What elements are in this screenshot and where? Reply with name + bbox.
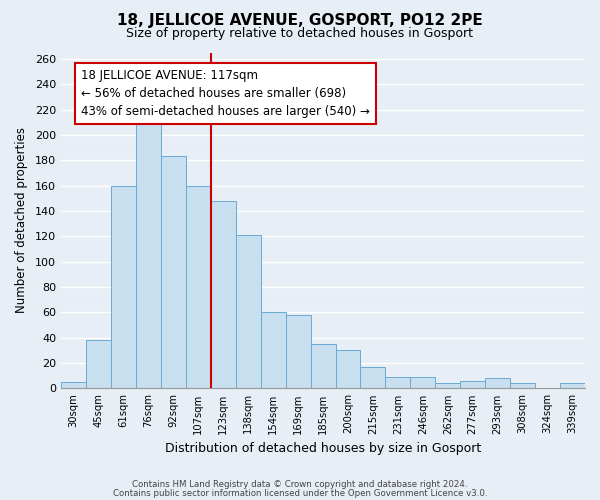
Bar: [186, 186, 211, 388]
Bar: [86, 340, 111, 388]
Bar: [136, 110, 161, 388]
Bar: [385, 377, 410, 388]
Bar: [436, 384, 460, 388]
Bar: [61, 382, 86, 388]
Bar: [361, 367, 385, 388]
Bar: [510, 384, 535, 388]
Bar: [111, 186, 136, 388]
Bar: [161, 156, 186, 388]
Text: Contains HM Land Registry data © Crown copyright and database right 2024.: Contains HM Land Registry data © Crown c…: [132, 480, 468, 489]
Text: Size of property relative to detached houses in Gosport: Size of property relative to detached ho…: [127, 28, 473, 40]
Bar: [260, 312, 286, 388]
Bar: [311, 344, 335, 389]
Bar: [236, 235, 260, 388]
Bar: [211, 201, 236, 388]
Text: 18 JELLICOE AVENUE: 117sqm
← 56% of detached houses are smaller (698)
43% of sem: 18 JELLICOE AVENUE: 117sqm ← 56% of deta…: [81, 69, 370, 118]
Bar: [286, 315, 311, 388]
Text: 18, JELLICOE AVENUE, GOSPORT, PO12 2PE: 18, JELLICOE AVENUE, GOSPORT, PO12 2PE: [117, 12, 483, 28]
X-axis label: Distribution of detached houses by size in Gosport: Distribution of detached houses by size …: [165, 442, 481, 455]
Bar: [485, 378, 510, 388]
Bar: [335, 350, 361, 389]
Bar: [560, 384, 585, 388]
Bar: [410, 377, 436, 388]
Bar: [460, 381, 485, 388]
Text: Contains public sector information licensed under the Open Government Licence v3: Contains public sector information licen…: [113, 488, 487, 498]
Y-axis label: Number of detached properties: Number of detached properties: [15, 128, 28, 314]
